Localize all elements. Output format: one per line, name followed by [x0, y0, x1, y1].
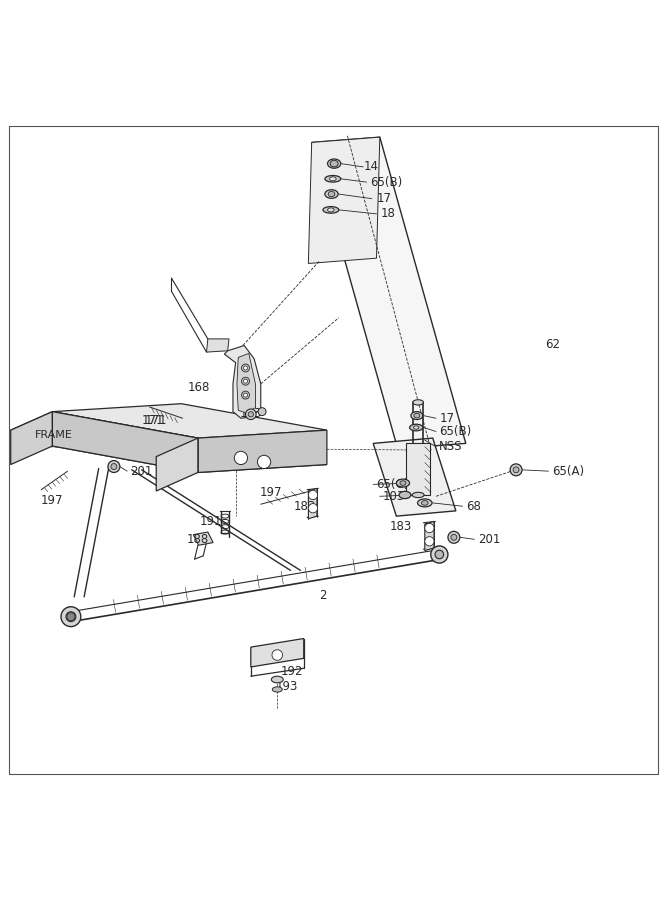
Ellipse shape	[399, 491, 411, 499]
Ellipse shape	[422, 500, 428, 505]
Text: 193: 193	[276, 680, 298, 693]
Ellipse shape	[414, 426, 419, 429]
Text: 68: 68	[466, 500, 481, 513]
Polygon shape	[224, 346, 261, 419]
Ellipse shape	[418, 499, 432, 507]
Polygon shape	[53, 404, 327, 438]
Text: 65(B): 65(B)	[370, 176, 402, 189]
Circle shape	[241, 364, 249, 372]
Text: 171: 171	[141, 414, 164, 427]
Circle shape	[272, 650, 283, 661]
Ellipse shape	[66, 612, 76, 622]
Text: NSS: NSS	[440, 440, 463, 454]
Ellipse shape	[111, 464, 117, 470]
Ellipse shape	[448, 531, 460, 544]
Text: 201: 201	[478, 533, 500, 545]
Polygon shape	[308, 137, 380, 264]
Circle shape	[257, 455, 271, 469]
Text: 18: 18	[381, 207, 396, 220]
Circle shape	[67, 613, 75, 621]
Ellipse shape	[410, 424, 423, 431]
Text: 183: 183	[390, 519, 412, 533]
Ellipse shape	[510, 464, 522, 476]
Text: 65(C): 65(C)	[376, 478, 409, 491]
Ellipse shape	[245, 409, 256, 419]
Text: 65(A): 65(A)	[552, 464, 584, 478]
Ellipse shape	[327, 159, 341, 168]
Polygon shape	[53, 438, 327, 473]
Text: 14: 14	[364, 160, 378, 174]
Ellipse shape	[271, 676, 283, 683]
Text: 17: 17	[440, 412, 454, 425]
Ellipse shape	[323, 207, 339, 213]
Text: 192: 192	[281, 665, 303, 678]
Ellipse shape	[411, 411, 423, 419]
Ellipse shape	[258, 408, 266, 416]
Circle shape	[241, 377, 249, 385]
Ellipse shape	[272, 687, 282, 692]
Text: 197: 197	[41, 494, 63, 508]
Ellipse shape	[412, 492, 424, 498]
Polygon shape	[308, 489, 317, 518]
Circle shape	[425, 524, 434, 533]
Ellipse shape	[435, 550, 444, 559]
Circle shape	[308, 491, 317, 500]
Polygon shape	[374, 438, 456, 516]
Ellipse shape	[330, 160, 338, 166]
Text: 103: 103	[383, 490, 406, 503]
Ellipse shape	[513, 467, 519, 472]
Ellipse shape	[414, 413, 420, 418]
Text: 197: 197	[259, 487, 282, 500]
Ellipse shape	[325, 190, 338, 198]
Text: 171: 171	[145, 414, 167, 427]
Ellipse shape	[400, 481, 406, 485]
Polygon shape	[11, 411, 198, 456]
Polygon shape	[406, 444, 430, 495]
Text: 65(B): 65(B)	[440, 425, 472, 438]
Text: 62: 62	[545, 338, 560, 351]
Circle shape	[425, 536, 434, 546]
Text: 188: 188	[187, 533, 209, 545]
Ellipse shape	[327, 208, 334, 211]
Circle shape	[243, 393, 247, 397]
Polygon shape	[198, 430, 327, 472]
Text: 191: 191	[200, 515, 222, 528]
Circle shape	[243, 379, 247, 383]
Ellipse shape	[413, 400, 424, 405]
Ellipse shape	[61, 607, 81, 626]
Polygon shape	[251, 638, 303, 667]
Polygon shape	[237, 354, 255, 413]
Polygon shape	[156, 438, 198, 491]
Ellipse shape	[451, 535, 457, 540]
Ellipse shape	[108, 461, 120, 472]
Ellipse shape	[396, 479, 410, 487]
Text: 173: 173	[239, 407, 262, 420]
Text: 2: 2	[319, 589, 326, 602]
Circle shape	[243, 366, 247, 370]
Polygon shape	[11, 411, 53, 464]
Ellipse shape	[328, 192, 335, 197]
Polygon shape	[193, 532, 213, 545]
Text: FRAME: FRAME	[35, 430, 73, 440]
Ellipse shape	[431, 546, 448, 563]
Circle shape	[241, 392, 249, 399]
Ellipse shape	[248, 411, 253, 417]
Ellipse shape	[325, 176, 341, 182]
Polygon shape	[53, 411, 198, 472]
Polygon shape	[311, 137, 466, 449]
Text: 201: 201	[130, 464, 152, 478]
Text: 168: 168	[188, 381, 210, 393]
Circle shape	[234, 451, 247, 464]
Circle shape	[308, 504, 317, 513]
Polygon shape	[207, 339, 229, 352]
Text: 17: 17	[376, 193, 392, 205]
Ellipse shape	[329, 176, 336, 181]
Polygon shape	[425, 521, 434, 551]
Text: 183: 183	[293, 500, 316, 513]
